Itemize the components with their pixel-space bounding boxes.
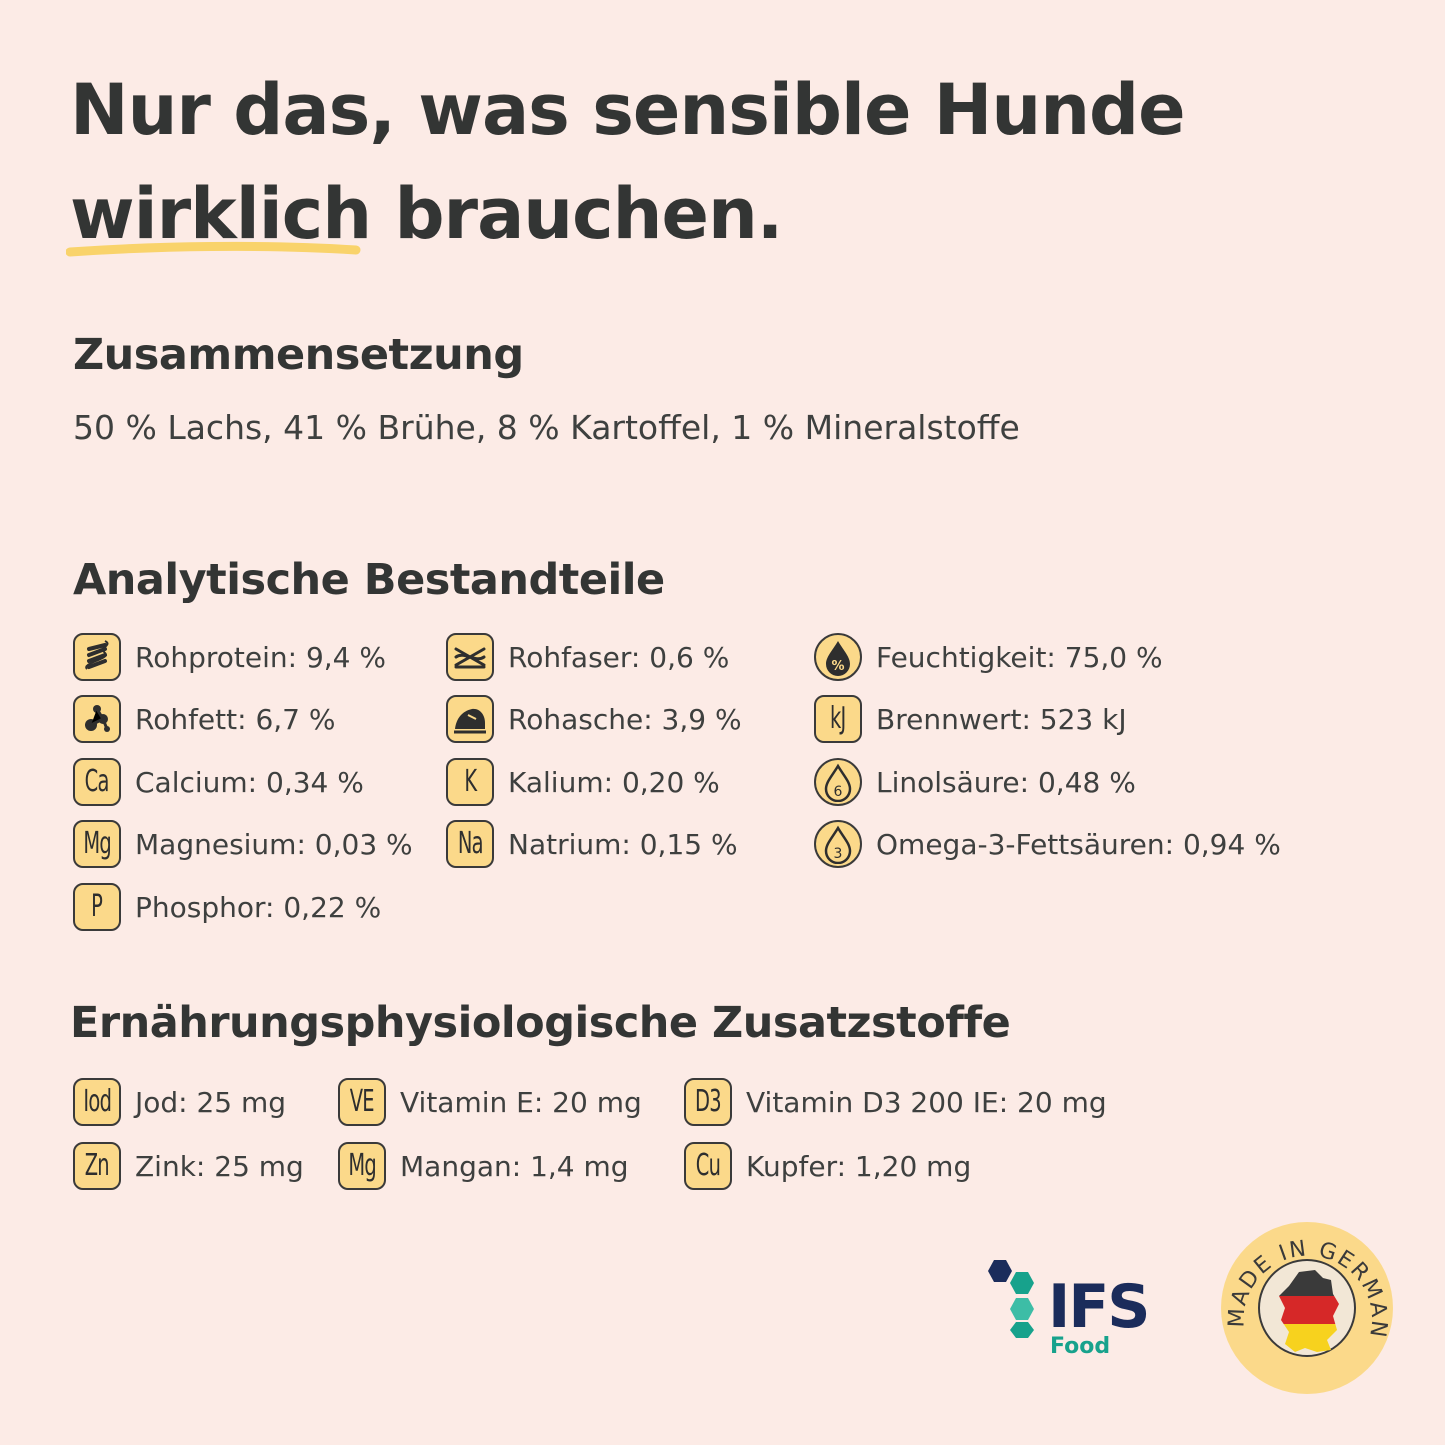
ifs-food-label: Food: [1050, 1334, 1111, 1359]
analytic-label: Linolsäure: 0,48 %: [876, 765, 1136, 799]
analytic-label: Natrium: 0,15 %: [508, 827, 738, 861]
headline-line-1: Nur das, was sensible Hunde: [70, 69, 1186, 151]
underline-stroke: [66, 241, 361, 257]
moisture-drop-icon: %: [814, 633, 862, 681]
ifs-hex-icon: [988, 1260, 1034, 1338]
analytic-item-brennwert: kJ Brennwert: 523 kJ: [814, 693, 1127, 745]
additive-label: Zink: 25 mg: [135, 1149, 304, 1183]
analytic-label: Brennwert: 523 kJ: [876, 702, 1127, 736]
additive-label: Mangan: 1,4 mg: [400, 1149, 629, 1183]
analytic-item-calcium: Ca Calcium: 0,34 %: [73, 756, 364, 808]
additive-label: Vitamin E: 20 mg: [400, 1085, 642, 1119]
headline-line-2: wirklich brauchen.: [66, 162, 1185, 266]
fiber-icon: [446, 633, 494, 681]
vitamin-e-icon: VE: [338, 1078, 386, 1126]
additive-item-zink: Zn Zink: 25 mg: [73, 1140, 304, 1192]
analytic-item-magnesium: Mg Magnesium: 0,03 %: [73, 818, 413, 870]
composition-text: 50 % Lachs, 41 % Brühe, 8 % Kartoffel, 1…: [73, 408, 1020, 447]
additive-label: Vitamin D3 200 IE: 20 mg: [746, 1085, 1107, 1119]
analytic-label: Omega-3-Fettsäuren: 0,94 %: [876, 827, 1281, 861]
analytic-title: Analytische Bestandteile: [73, 555, 665, 605]
analytic-item-rohprotein: Rohprotein: 9,4 %: [73, 631, 386, 683]
page-headline: Nur das, was sensible Hunde wirklich bra…: [66, 58, 1186, 266]
magnesium-icon: Mg: [73, 820, 121, 868]
made-in-germany-seal: MADE IN GERMANY: [1210, 1201, 1395, 1396]
additive-item-jod: Iod Jod: 25 mg: [73, 1076, 286, 1128]
manganese-icon: Mg: [338, 1142, 386, 1190]
analytic-item-rohasche: Rohasche: 3,9 %: [446, 693, 742, 745]
phosphorus-icon: P: [73, 883, 121, 931]
analytic-item-rohfett: Rohfett: 6,7 %: [73, 693, 335, 745]
analytic-label: Feuchtigkeit: 75,0 %: [876, 640, 1163, 674]
analytic-item-linolsaeure: 6 Linolsäure: 0,48 %: [814, 756, 1136, 808]
analytic-label: Kalium: 0,20 %: [508, 765, 720, 799]
svg-text:6: 6: [834, 784, 843, 800]
additive-label: Jod: 25 mg: [135, 1085, 287, 1119]
analytic-item-natrium: Na Natrium: 0,15 %: [446, 818, 738, 870]
composition-title: Zusammensetzung: [73, 330, 524, 380]
analytic-item-kalium: K Kalium: 0,20 %: [446, 756, 720, 808]
analytic-label: Rohprotein: 9,4 %: [135, 640, 386, 674]
analytic-item-omega3: 3 Omega-3-Fettsäuren: 0,94 %: [814, 818, 1281, 870]
sodium-icon: Na: [446, 820, 494, 868]
ifs-food-logo: IFS Food: [980, 1258, 1160, 1368]
analytic-label: Phosphor: 0,22 %: [135, 890, 382, 924]
analytic-item-feuchtigkeit: % Feuchtigkeit: 75,0 %: [814, 631, 1163, 683]
vitamin-d3-icon: D3: [684, 1078, 732, 1126]
calcium-icon: Ca: [73, 758, 121, 806]
zinc-icon: Zn: [73, 1142, 121, 1190]
omega3-drop-icon: 3: [814, 820, 862, 868]
ash-icon: [446, 695, 494, 743]
analytic-label: Magnesium: 0,03 %: [135, 827, 413, 861]
omega6-drop-icon: 6: [814, 758, 862, 806]
ifs-name: IFS: [1048, 1272, 1151, 1342]
analytic-label: Calcium: 0,34 %: [135, 765, 364, 799]
additives-title: Ernährungsphysiologische Zusatzstoffe: [70, 998, 1011, 1048]
fat-icon: [73, 695, 121, 743]
analytic-item-rohfaser: Rohfaser: 0,6 %: [446, 631, 729, 683]
svg-text:3: 3: [834, 846, 843, 862]
additive-item-vitamin-e: VE Vitamin E: 20 mg: [338, 1076, 642, 1128]
additive-item-mangan: Mg Mangan: 1,4 mg: [338, 1140, 629, 1192]
analytic-label: Rohfett: 6,7 %: [135, 702, 336, 736]
iodine-icon: Iod: [73, 1078, 121, 1126]
additive-label: Kupfer: 1,20 mg: [746, 1149, 972, 1183]
additive-item-kupfer: Cu Kupfer: 1,20 mg: [684, 1140, 971, 1192]
kj-icon: kJ: [814, 695, 862, 743]
analytic-label: Rohasche: 3,9 %: [508, 702, 742, 736]
protein-spiral-icon: [73, 633, 121, 681]
additive-item-vitamin-d3: D3 Vitamin D3 200 IE: 20 mg: [684, 1076, 1107, 1128]
headline-underlined-word: wirklich: [66, 162, 372, 266]
copper-icon: Cu: [684, 1142, 732, 1190]
analytic-item-phosphor: P Phosphor: 0,22 %: [73, 881, 381, 933]
analytic-label: Rohfaser: 0,6 %: [508, 640, 730, 674]
svg-text:%: %: [831, 659, 844, 674]
potassium-icon: K: [446, 758, 494, 806]
